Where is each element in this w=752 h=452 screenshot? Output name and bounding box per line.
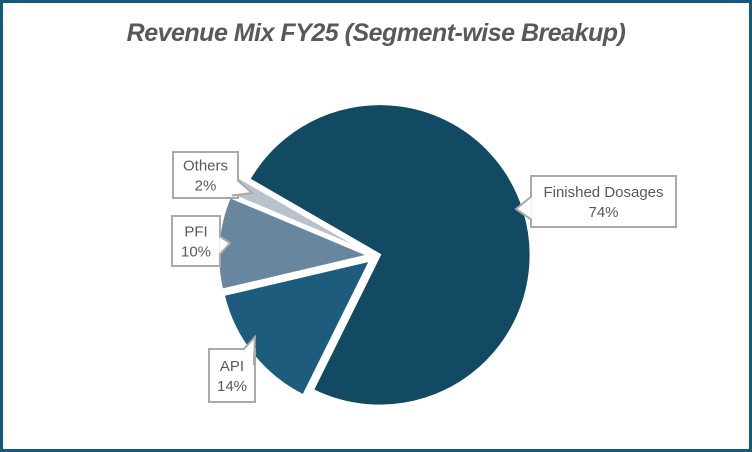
callout-pointer-finished-dosages bbox=[514, 195, 533, 221]
callout-api: API 14% bbox=[208, 334, 257, 403]
callout-pointer-api bbox=[242, 334, 257, 366]
callout-others: Others 2% bbox=[172, 151, 255, 199]
callout-box-finished-dosages bbox=[530, 175, 677, 228]
callout-box-api bbox=[208, 348, 256, 403]
callout-label-pfi: PFI bbox=[184, 224, 207, 241]
callout-label-finished-dosages: Finished Dosages bbox=[543, 184, 663, 201]
callout-label-api: API bbox=[220, 358, 244, 375]
callout-box-others bbox=[172, 151, 239, 199]
callout-box-pfi bbox=[171, 215, 221, 267]
callout-label-others: Others bbox=[183, 158, 228, 175]
callout-value-pfi: 10% bbox=[181, 244, 211, 261]
chart-title: Revenue Mix FY25 (Segment-wise Breakup) bbox=[126, 19, 626, 47]
callout-pointer-others bbox=[231, 179, 255, 197]
pie-chart: Finished Dosages 74% API 14% PFI 10% Others 2% bbox=[171, 102, 677, 408]
callout-pointer-pfi bbox=[218, 235, 232, 256]
callout-finished-dosages: Finished Dosages 74% bbox=[514, 175, 677, 228]
callout-value-others: 2% bbox=[195, 178, 217, 195]
callout-value-finished-dosages: 74% bbox=[588, 204, 618, 221]
callout-pfi: PFI 10% bbox=[171, 215, 232, 267]
callout-value-api: 14% bbox=[217, 378, 247, 395]
